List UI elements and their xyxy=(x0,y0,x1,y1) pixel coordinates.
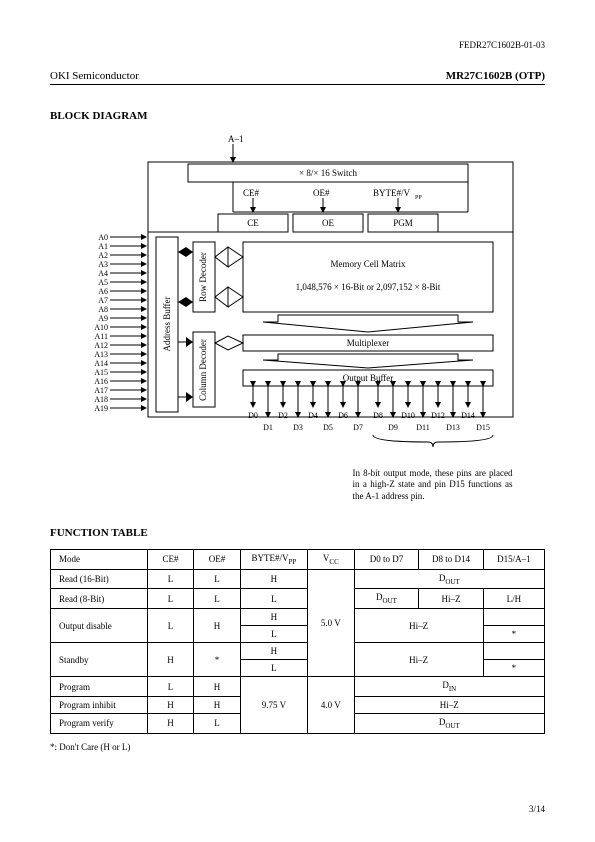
svg-text:D12: D12 xyxy=(431,411,445,420)
svg-text:A4: A4 xyxy=(98,269,108,278)
block-diagram: A–1 × 8/× 16 Switch CE# OE# BYTE#/V PP C… xyxy=(78,132,518,502)
svg-text:A9: A9 xyxy=(98,314,108,323)
header-left: OKI Semiconductor xyxy=(50,70,139,82)
svg-text:A7: A7 xyxy=(98,296,108,305)
svg-text:D2: D2 xyxy=(278,411,288,420)
section-title-function-table: FUNCTION TABLE xyxy=(50,527,545,539)
svg-text:A18: A18 xyxy=(94,395,108,404)
svg-text:A6: A6 xyxy=(98,287,108,296)
page-header: OKI Semiconductor MR27C1602B (OTP) xyxy=(50,70,545,85)
col-d8d14: D8 to D14 xyxy=(419,549,483,569)
svg-text:D14: D14 xyxy=(461,411,475,420)
svg-text:A17: A17 xyxy=(94,386,108,395)
svg-text:D6: D6 xyxy=(338,411,348,420)
svg-text:A8: A8 xyxy=(98,305,108,314)
svg-text:A2: A2 xyxy=(98,251,108,260)
row-program: Program L H 9.75 V 4.0 V DIN xyxy=(51,677,545,697)
col-ce: CE# xyxy=(147,549,193,569)
svg-text:A3: A3 xyxy=(98,260,108,269)
function-table: Mode CE# OE# BYTE#/VPP VCC D0 to D7 D8 t… xyxy=(50,549,545,734)
ce-box: CE xyxy=(247,218,259,228)
svg-text:A10: A10 xyxy=(94,323,108,332)
column-decoder-label: Column Decoder xyxy=(198,339,208,401)
pgm-box: PGM xyxy=(393,218,413,228)
svg-text:D8: D8 xyxy=(373,411,383,420)
svg-text:D13: D13 xyxy=(446,423,460,432)
header-right: MR27C1602B (OTP) xyxy=(446,70,545,82)
svg-text:A12: A12 xyxy=(94,341,108,350)
svg-text:A19: A19 xyxy=(94,404,108,413)
svg-text:A16: A16 xyxy=(94,377,108,386)
multiplexer-label: Multiplexer xyxy=(346,338,389,348)
table-footnote: *: Don't Care (H or L) xyxy=(50,742,545,752)
svg-text:D10: D10 xyxy=(401,411,415,420)
page-number: 3/14 xyxy=(529,804,545,814)
row-standby-h: Standby H * H Hi–Z xyxy=(51,643,545,660)
svg-text:A5: A5 xyxy=(98,278,108,287)
svg-text:D0: D0 xyxy=(248,411,258,420)
svg-text:D1: D1 xyxy=(263,423,273,432)
svg-text:D4: D4 xyxy=(308,411,318,420)
output-buffer-label: Output Buffer xyxy=(342,373,393,383)
label-a1: A–1 xyxy=(228,134,244,144)
col-oe: OE# xyxy=(194,549,241,569)
svg-text:A1: A1 xyxy=(98,242,108,251)
svg-text:A15: A15 xyxy=(94,368,108,377)
row-read8: Read (8-Bit) L L L DOUT Hi–Z L/H xyxy=(51,589,545,609)
svg-text:A0: A0 xyxy=(98,233,108,242)
svg-text:A13: A13 xyxy=(94,350,108,359)
label-byte-vpp: BYTE#/V xyxy=(373,188,410,198)
data-pins: D0 D1 D2 D3 D4 D5 D6 D7 D8 xyxy=(248,386,490,432)
svg-text:D15: D15 xyxy=(476,423,490,432)
svg-text:D3: D3 xyxy=(293,423,303,432)
diagram-note: In 8-bit output mode, these pins are pla… xyxy=(353,468,513,502)
label-vpp-sub: PP xyxy=(415,195,422,201)
oe-box: OE xyxy=(322,218,334,228)
col-d15: D15/A–1 xyxy=(483,549,544,569)
label-ce-sharp: CE# xyxy=(243,188,260,198)
memory-matrix-title: Memory Cell Matrix xyxy=(330,259,405,269)
svg-text:D9: D9 xyxy=(388,423,398,432)
col-byte: BYTE#/VPP xyxy=(240,549,307,569)
address-buffer-label: Address Buffer xyxy=(162,296,172,351)
col-mode: Mode xyxy=(51,549,148,569)
address-pins: A0 A1 A2 A3 A4 A5 A6 A7 A8 A9 A10 A11 A1… xyxy=(94,233,146,413)
memory-matrix-sub: 1,048,576 × 16-Bit or 2,097,152 × 8-Bit xyxy=(295,282,440,292)
svg-text:D11: D11 xyxy=(416,423,429,432)
switch-box-label: × 8/× 16 Switch xyxy=(299,168,357,178)
svg-text:A11: A11 xyxy=(94,332,107,341)
row-read16: Read (16-Bit) L L H 5.0 V DOUT xyxy=(51,569,545,589)
row-decoder-label: Row Decoder xyxy=(198,252,208,302)
svg-text:D5: D5 xyxy=(323,423,333,432)
label-oe-sharp: OE# xyxy=(313,188,330,198)
doc-code: FEDR27C1602B-01-03 xyxy=(50,40,545,50)
col-vcc: VCC xyxy=(308,549,354,569)
row-output-disable-h: Output disable L H H Hi–Z xyxy=(51,609,545,626)
svg-text:A14: A14 xyxy=(94,359,108,368)
svg-text:D7: D7 xyxy=(353,423,363,432)
section-title-block-diagram: BLOCK DIAGRAM xyxy=(50,110,545,122)
col-d0d7: D0 to D7 xyxy=(354,549,419,569)
